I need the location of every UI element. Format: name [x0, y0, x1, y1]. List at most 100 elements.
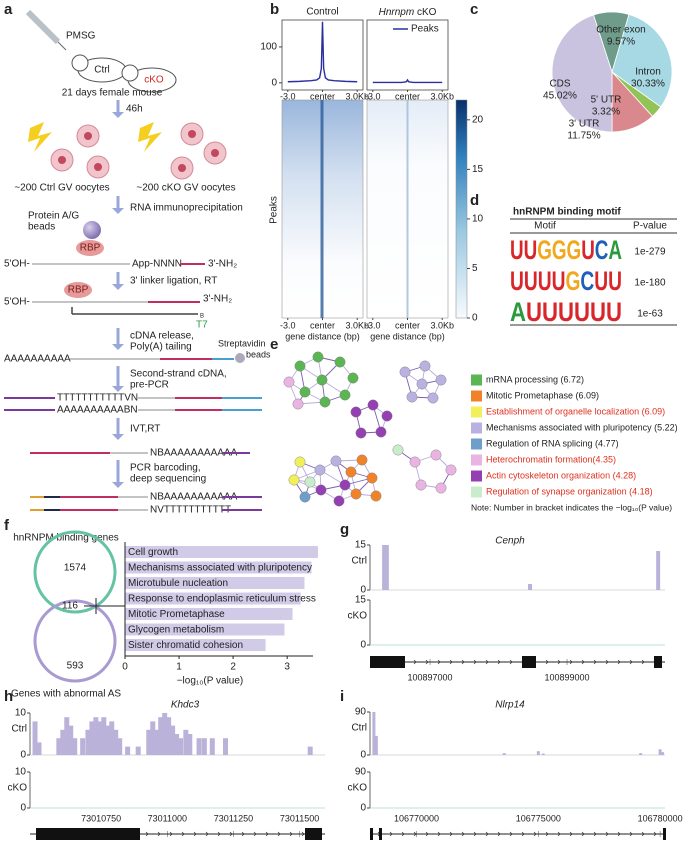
- signal-bar: [154, 729, 160, 755]
- x-tick-label: 3.0Kb: [345, 320, 369, 330]
- t7: T7: [196, 320, 208, 331]
- bar-label: Sister chromatid cohesion: [128, 640, 243, 651]
- colorbar-label: 20: [472, 114, 484, 125]
- venn-count: 593: [67, 661, 84, 672]
- signal-bar: [536, 751, 540, 755]
- x-tick-label: 100899000: [545, 672, 590, 682]
- x-axis-label: −log₁₀(P value): [177, 676, 244, 687]
- venn-set: Genes with abnormal AS: [11, 689, 121, 700]
- legend-swatch: [471, 390, 482, 402]
- bead: [83, 221, 101, 239]
- signal-bar: [117, 738, 123, 755]
- x-tick-label: 2: [230, 662, 236, 673]
- track-label: Ctrl: [11, 724, 27, 735]
- x-tick-label: -3.0: [280, 320, 296, 330]
- strand-arrow: [205, 831, 209, 837]
- bar: [125, 623, 285, 636]
- legend-swatch: [471, 438, 482, 450]
- signal-bar: [97, 721, 103, 755]
- mouse-label: cKO: [144, 75, 164, 86]
- panel-label: e: [270, 336, 278, 353]
- pie-value: 30.33%: [631, 79, 665, 90]
- legend-label: Heterochromatin formation(4.35): [486, 454, 616, 464]
- panel-label: b: [270, 1, 279, 18]
- rbp-label: RBP: [80, 243, 101, 254]
- y-tick-label: 0: [360, 750, 366, 761]
- network-node: [347, 372, 359, 384]
- panel-title: Control: [306, 7, 338, 18]
- pie-value: 9.57%: [607, 37, 635, 48]
- bar-label: Mitotic Prometaphase: [128, 609, 225, 620]
- motif-title: hnRNPM binding motif: [513, 207, 621, 218]
- network-node: [416, 378, 428, 390]
- legend-label: Regulation of synapse organization (4.18…: [486, 486, 653, 496]
- x-axis-label: gene distance (bp): [285, 331, 360, 341]
- signal-bar: [113, 729, 119, 755]
- network-node: [339, 479, 351, 491]
- light: [28, 122, 52, 152]
- legend-label: Peaks: [411, 24, 439, 35]
- x-tick-label: 106770000: [394, 813, 439, 823]
- pie-label: 5' UTR: [591, 95, 622, 106]
- network-node: [406, 391, 418, 403]
- signal-bar: [80, 738, 86, 755]
- legend-label: Actin cytoskeleton organization (4.28): [486, 470, 636, 480]
- x-tick-label: 100897000: [407, 672, 452, 682]
- exon: [305, 828, 322, 840]
- signal-bar: [89, 721, 95, 755]
- strand-arrow: [509, 659, 513, 665]
- x-tick-label: 3.0Kb: [430, 91, 454, 101]
- mouse-head: [121, 64, 139, 82]
- pie-label: 3' UTR: [569, 119, 600, 130]
- light: [138, 122, 162, 152]
- strand-arrow: [461, 831, 465, 837]
- signal-bar: [105, 725, 111, 755]
- exon: [36, 828, 140, 840]
- network-node: [430, 449, 442, 461]
- seq-end: 5'OH-: [4, 259, 30, 270]
- arrow-head: [112, 386, 124, 392]
- needle: [57, 41, 67, 51]
- seq: TTTTTTTTTTTVN: [57, 393, 138, 404]
- seq-end: 3'-NH₂: [208, 259, 237, 270]
- signal-bar: [170, 725, 176, 755]
- seq-end: 3'-NH₂: [203, 294, 232, 305]
- colorbar-label: 10: [472, 214, 484, 225]
- network-node: [283, 376, 295, 388]
- colorbar: [455, 99, 468, 319]
- strand-arrow: [473, 831, 477, 837]
- track-label: cKO: [8, 783, 28, 794]
- panel-label: f: [4, 517, 10, 534]
- arrow-head: [112, 112, 124, 118]
- legend-swatch: [471, 374, 482, 386]
- x-tick-label: center: [310, 320, 335, 330]
- strand-arrow: [509, 831, 513, 837]
- track-label: Ctrl: [351, 723, 367, 734]
- strand-arrow: [289, 831, 293, 837]
- colorbar-label: 15: [472, 164, 484, 175]
- strand-arrow: [617, 659, 621, 665]
- signal-bar: [183, 729, 189, 755]
- polya: AAAAAAAAAA: [4, 354, 71, 365]
- signal-bar: [150, 721, 156, 755]
- step: Second-strand cDNA,: [130, 369, 227, 380]
- x-tick-label: -3.0: [365, 320, 381, 330]
- strand-arrow: [401, 831, 405, 837]
- strand-arrow: [169, 831, 173, 837]
- step: cDNA release,: [130, 331, 194, 342]
- profile-line: [287, 21, 358, 83]
- network-node: [427, 392, 439, 404]
- arrow-head: [112, 208, 124, 214]
- x-tick-label: -3.0: [280, 91, 296, 101]
- track-label: Ctrl: [351, 556, 367, 567]
- colorbar-label: 0: [472, 313, 478, 324]
- strand-arrow: [605, 659, 609, 665]
- signal-bar: [72, 738, 78, 755]
- strand-arrow: [449, 659, 453, 665]
- signal-bar: [56, 738, 62, 755]
- strand-arrow: [641, 831, 645, 837]
- strand-arrow: [521, 831, 525, 837]
- venn-set: hnRNPM binding genes: [13, 533, 119, 544]
- strand-arrow: [581, 831, 585, 837]
- strand-arrow: [473, 659, 477, 665]
